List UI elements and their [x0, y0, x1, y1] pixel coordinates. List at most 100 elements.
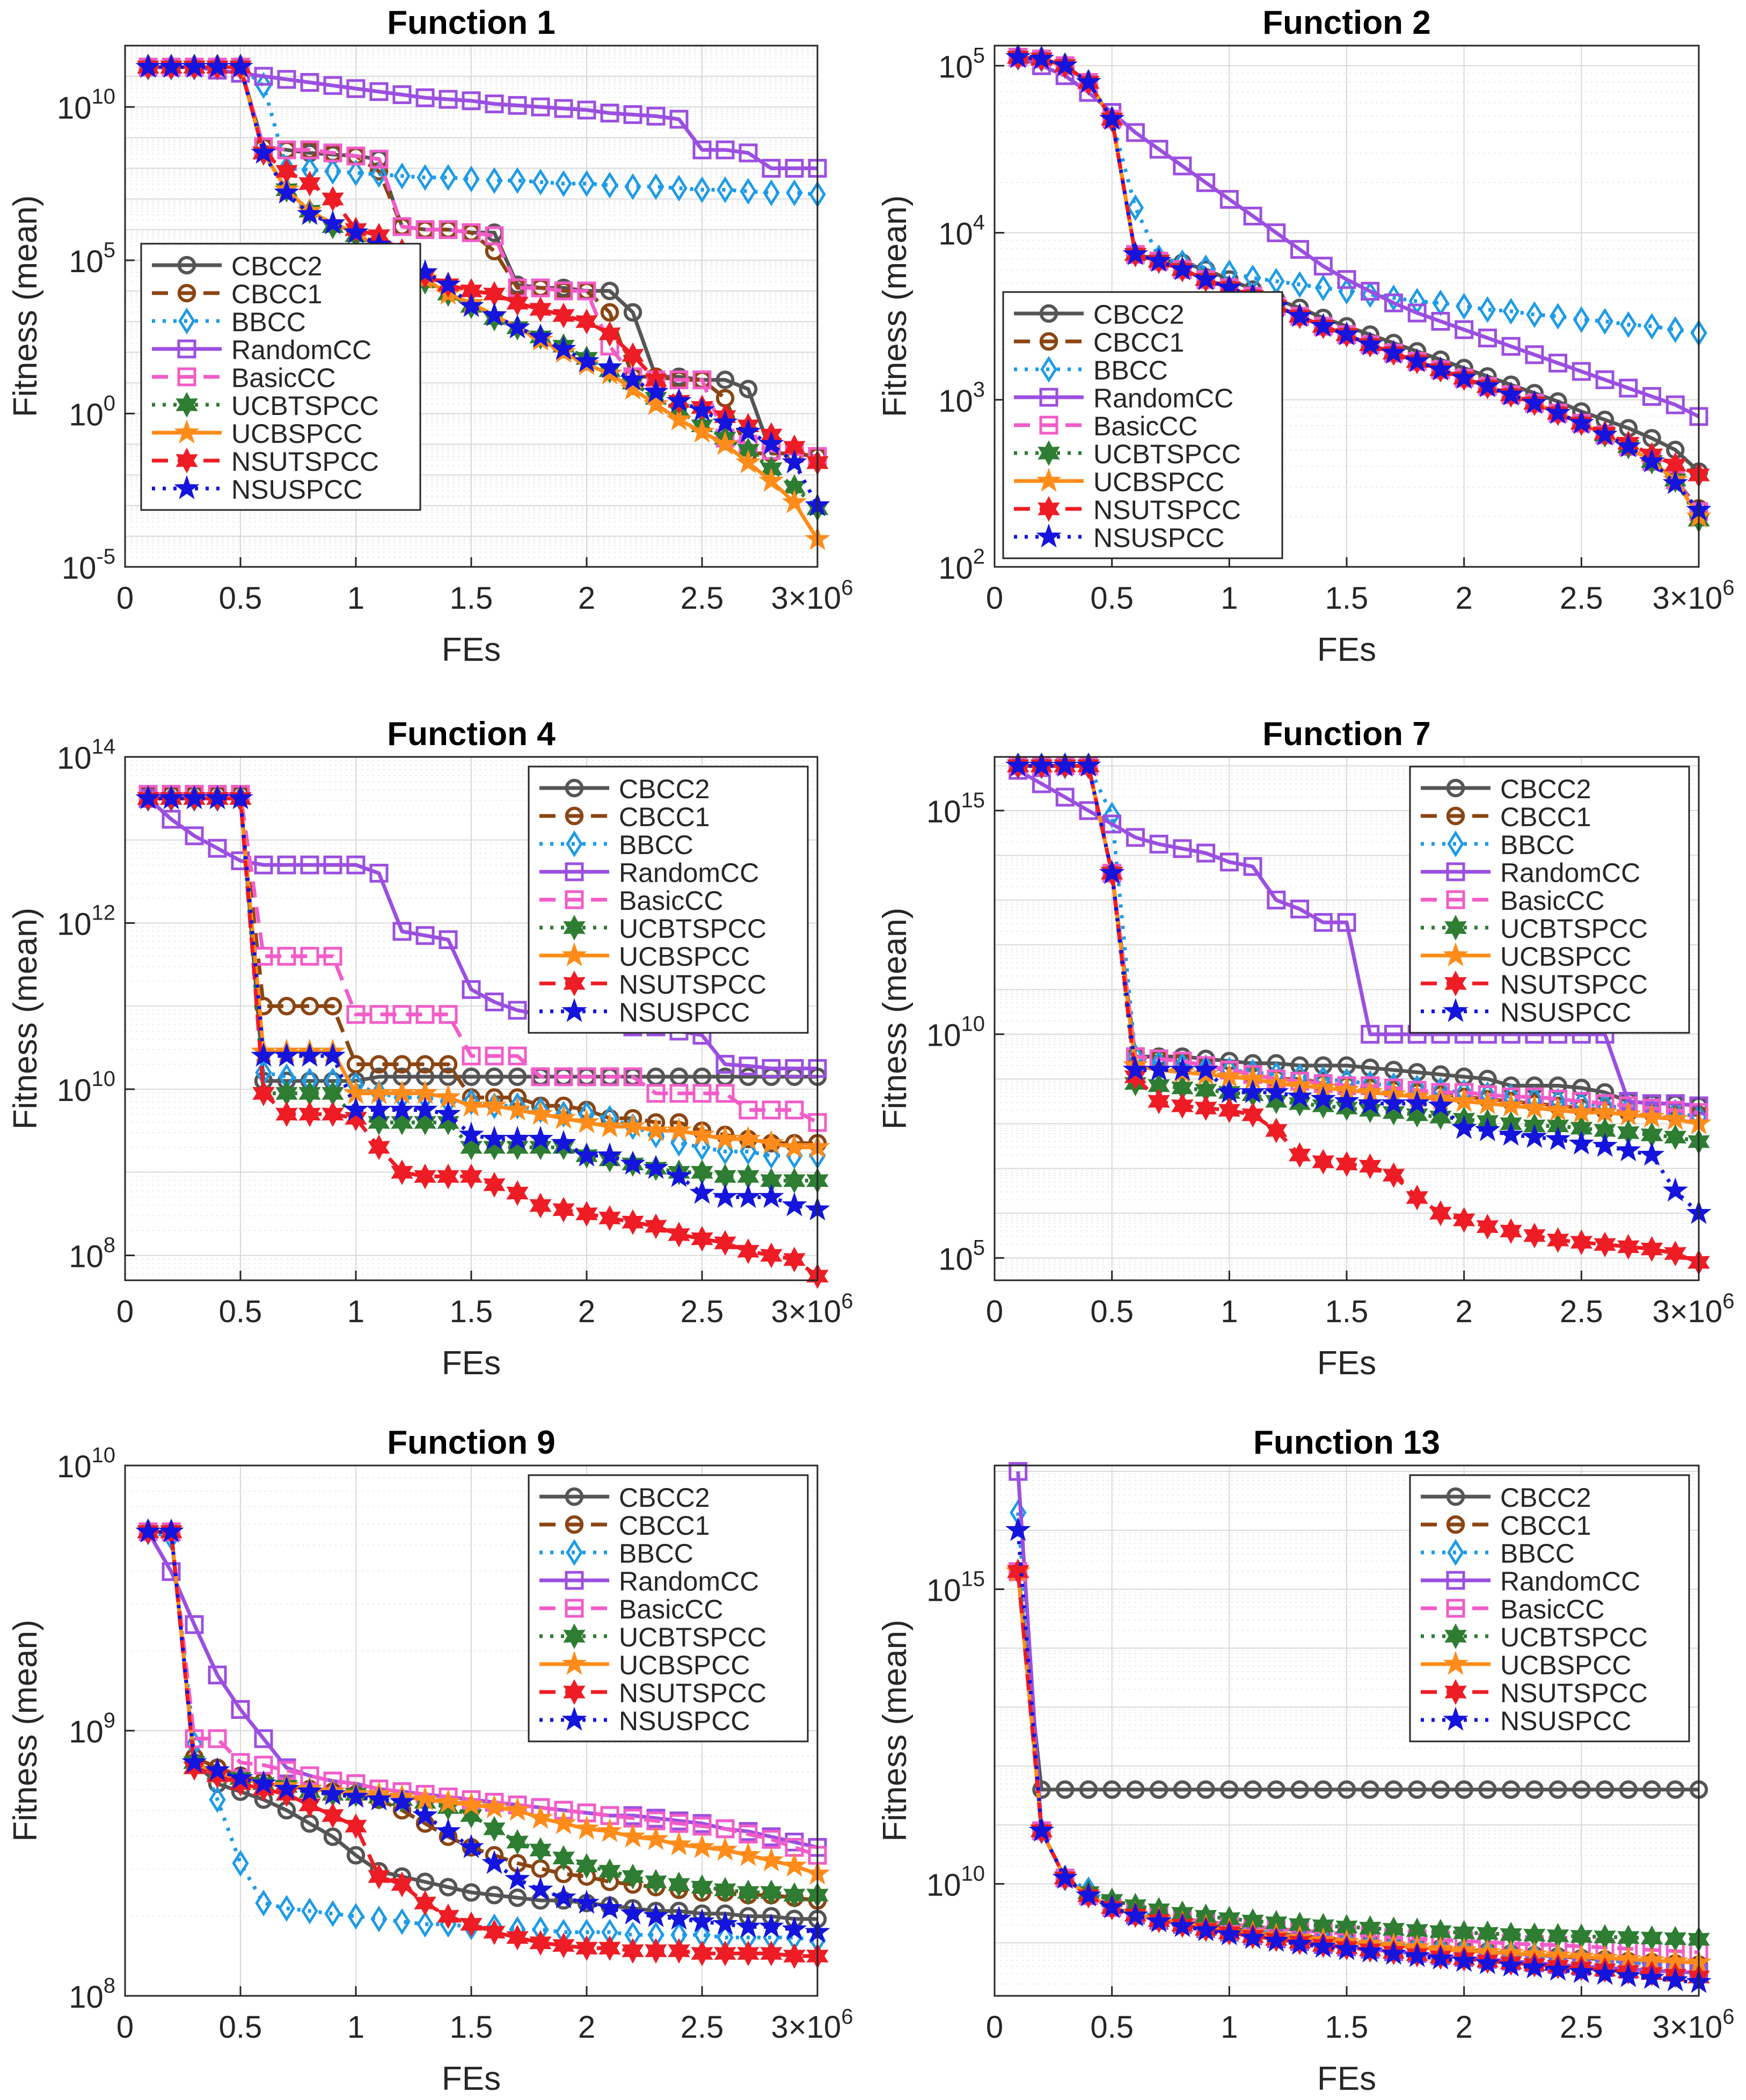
- data-point: [1290, 240, 1310, 259]
- legend-label: NSUSPCC: [619, 997, 750, 1027]
- legend-item-cbcc1: CBCC1: [152, 279, 322, 309]
- x-tick-label: 2: [578, 581, 595, 616]
- data-point: [366, 1786, 392, 1811]
- data-point: [760, 1941, 783, 1966]
- legend-label: UCBSPCC: [619, 1650, 750, 1680]
- data-point: [1620, 311, 1637, 338]
- legend-item-randomcc: RandomCC: [1421, 858, 1640, 888]
- data-point: [1474, 1117, 1501, 1141]
- data-point: [1548, 1076, 1567, 1095]
- legend-item-cbcc2: CBCC2: [539, 774, 710, 804]
- data-point: [1498, 1952, 1524, 1977]
- data-point: [1404, 348, 1430, 373]
- data-point: [712, 1836, 738, 1861]
- data-point: [735, 449, 761, 473]
- data-point: [758, 1913, 784, 1938]
- data-point: [208, 838, 227, 858]
- legend-label: UCBTSPCC: [231, 391, 379, 421]
- legend-marker: [565, 778, 584, 798]
- data-point: [412, 1096, 438, 1121]
- data-point: [301, 1897, 318, 1924]
- data-point: [483, 1172, 506, 1198]
- data-point: [1263, 1079, 1289, 1104]
- legend-item-bbcc: BBCC: [1421, 830, 1575, 860]
- legend-item-bbcc: BBCC: [539, 1538, 693, 1569]
- x-tick-label: 0.5: [1090, 2010, 1134, 2045]
- data-point: [1099, 106, 1125, 130]
- data-point: [232, 1850, 249, 1877]
- y-axis-label: Fitness (mean): [876, 908, 914, 1129]
- x-axis-scale-exponent: 6: [841, 2005, 853, 2029]
- x-tick-label: 1: [1221, 581, 1238, 616]
- x-tick-label: 0: [986, 581, 1003, 616]
- legend-item-ucbspcc: UCBSPCC: [1421, 942, 1631, 972]
- data-point: [1429, 1104, 1452, 1130]
- chart-title: Function 4: [387, 716, 556, 753]
- legend-marker: [1444, 971, 1467, 996]
- data-point: [462, 980, 481, 999]
- data-point: [366, 1096, 392, 1121]
- data-point: [1313, 913, 1333, 932]
- data-point: [135, 1518, 161, 1543]
- data-point: [481, 302, 507, 326]
- data-point: [737, 1238, 759, 1264]
- data-point: [531, 97, 550, 116]
- legend-item-cbcc1: CBCC1: [1421, 802, 1591, 832]
- data-point: [643, 1117, 669, 1142]
- data-point: [251, 1042, 276, 1067]
- y-tick-base: 10: [69, 1980, 104, 2015]
- data-point: [600, 281, 619, 301]
- data-point: [574, 1890, 600, 1914]
- data-point: [1005, 752, 1031, 777]
- y-tick-exponent: -5: [96, 545, 115, 568]
- legend-item-nsutspcc: NSUTSPCC: [1014, 495, 1241, 525]
- legend-item-randomcc: RandomCC: [1014, 383, 1233, 413]
- x-axis-scale-exponent: 6: [1722, 1289, 1734, 1313]
- legend-item-cbcc2: CBCC2: [1014, 300, 1184, 330]
- legend-marker: [1447, 1539, 1464, 1566]
- data-point: [458, 1791, 484, 1816]
- data-point: [646, 106, 666, 126]
- data-point: [598, 1205, 621, 1231]
- data-point: [808, 1113, 827, 1132]
- data-point: [228, 54, 253, 78]
- legend-marker: [565, 1571, 584, 1590]
- legend-marker: [561, 998, 587, 1023]
- data-point: [506, 1924, 529, 1951]
- series-line: [1018, 55, 1699, 335]
- data-point: [554, 99, 573, 118]
- x-axis-scale-factor: 3×106: [771, 1289, 853, 1329]
- data-point: [508, 1888, 527, 1907]
- legend-label: UCBSPCC: [231, 419, 362, 449]
- data-point: [185, 1729, 204, 1748]
- data-point: [1522, 390, 1547, 414]
- data-point: [737, 1941, 759, 1966]
- data-point: [1662, 1106, 1688, 1131]
- data-point: [415, 88, 435, 107]
- x-axis-scale-exponent: 6: [1722, 2005, 1734, 2029]
- data-point: [508, 1001, 527, 1020]
- data-point: [185, 1615, 204, 1634]
- legend-marker: [176, 448, 198, 473]
- data-point: [528, 323, 553, 348]
- data-point: [297, 1042, 323, 1067]
- data-point: [783, 1246, 806, 1273]
- data-point: [185, 826, 204, 845]
- y-tick-exponent: 9: [104, 1709, 115, 1732]
- chart-title: Function 1: [387, 4, 555, 41]
- legend: CBCC2CBCC1BBCCRandomCCBasicCCUCBTSPCCUCB…: [528, 1474, 809, 1742]
- y-tick-base: 10: [926, 1573, 961, 1608]
- data-point: [392, 217, 412, 236]
- data-point: [1170, 1913, 1195, 1937]
- y-tick-base: 10: [57, 1449, 92, 1484]
- data-point: [274, 1775, 299, 1800]
- y-tick-base: 10: [926, 1018, 961, 1053]
- x-tick-label: 1.5: [450, 581, 493, 616]
- x-axis-label: FEs: [442, 631, 501, 668]
- data-point: [1545, 399, 1571, 424]
- legend-item-bbcc: BBCC: [539, 830, 693, 860]
- data-point: [1267, 1780, 1286, 1799]
- data-point: [415, 220, 435, 239]
- data-point: [532, 169, 549, 196]
